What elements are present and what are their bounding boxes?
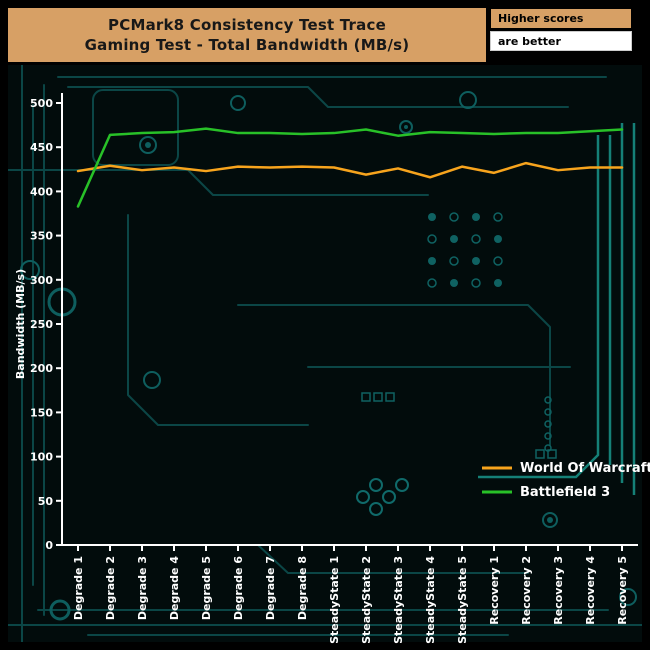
chart-title-line1: PCMark8 Consistency Test Trace (108, 15, 386, 34)
chart-title-line2: Gaming Test - Total Bandwidth (MB/s) (84, 35, 410, 54)
circuit-pattern-decoration (8, 65, 642, 642)
higher-scores-note: Higher scores (490, 8, 632, 29)
circuit-board-background (8, 65, 642, 642)
are-better-note: are better (490, 31, 632, 51)
chart-title-banner: PCMark8 Consistency Test Trace Gaming Te… (8, 8, 486, 62)
